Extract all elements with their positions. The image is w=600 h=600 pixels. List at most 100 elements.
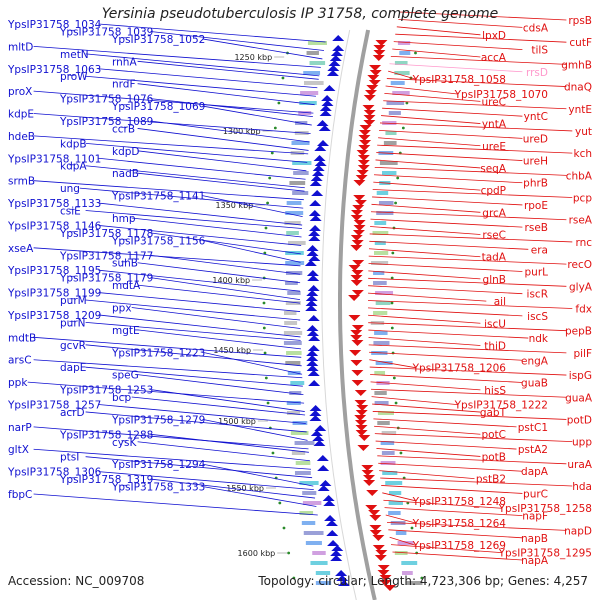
gene-connector-forward	[137, 262, 301, 284]
track-dot	[401, 126, 405, 130]
gene-connector-reverse	[389, 63, 523, 73]
gene-connector-forward	[27, 381, 305, 404]
forward-gene-mark	[331, 545, 344, 551]
forward-gene-mark	[305, 300, 318, 306]
track-dot	[264, 376, 268, 380]
forward-gene-mark	[330, 50, 343, 56]
forward-gene-mark	[307, 285, 320, 291]
gene-connector-forward	[85, 344, 302, 367]
gene-label-reverse: ureE	[482, 141, 506, 153]
gene-connector-forward	[137, 83, 315, 106]
gene-connector-reverse	[372, 189, 573, 198]
gene-label-forward: YpsIP31758_1253	[59, 385, 153, 397]
gene-label-forward: hdeB	[8, 131, 35, 143]
reverse-gene-mark	[355, 425, 368, 431]
scale-label: 1250 kbp	[234, 53, 272, 62]
reverse-gene-mark	[373, 50, 386, 56]
gene-connector-forward	[33, 90, 314, 114]
reverse-gene-mark	[356, 170, 369, 176]
gc-skew-block	[285, 281, 298, 285]
gene-label-reverse: recO	[567, 259, 592, 271]
forward-gene-mark	[323, 500, 336, 506]
gene-label-reverse: purC	[523, 488, 548, 500]
forward-gene-mark	[316, 120, 329, 126]
reverse-gene-mark	[358, 135, 371, 141]
track-dot	[390, 326, 394, 330]
track-dot	[282, 526, 286, 530]
gene-label-reverse: dnaQ	[564, 82, 592, 94]
gene-connector-forward	[98, 404, 306, 424]
gene-connector-forward	[202, 486, 317, 507]
gene-label-reverse: phrB	[523, 178, 548, 190]
gene-label-forward: ccrB	[112, 123, 135, 135]
forward-gene-mark	[321, 100, 334, 106]
gene-connector-reverse	[368, 307, 523, 317]
gene-connector-forward	[137, 150, 307, 172]
gene-label-forward: YpsIP31758_1039	[59, 26, 153, 38]
gene-connector-forward	[202, 351, 303, 375]
track-dot	[263, 351, 267, 355]
forward-gene-mark	[316, 455, 329, 461]
gene-connector-reverse	[385, 514, 416, 524]
gc-content-block	[378, 201, 394, 205]
track-dot	[420, 576, 424, 580]
gene-connector-reverse	[369, 366, 567, 376]
gene-connector-forward	[150, 433, 309, 453]
gene-connector-reverse	[385, 85, 458, 95]
forward-gene-mark	[309, 215, 322, 221]
gene-connector-reverse	[388, 70, 416, 80]
gc-skew-block	[291, 451, 306, 455]
gene-label-reverse: rnc	[575, 237, 592, 249]
forward-gene-mark	[307, 370, 320, 376]
gene-connector-reverse	[391, 544, 502, 554]
gene-connector-reverse	[369, 359, 416, 369]
gene-connector-reverse	[374, 166, 567, 176]
gc-skew-block	[302, 501, 322, 505]
gene-label-forward: YpsIP31758_1223	[111, 347, 205, 359]
gene-label-reverse: gmhB	[561, 59, 592, 71]
accession-label: Accession: NC_009708	[8, 574, 145, 588]
gene-connector-reverse	[368, 314, 481, 324]
gene-connector-forward	[98, 23, 326, 43]
gene-label-forward: YpsIP31758_1279	[111, 414, 205, 426]
gene-label-forward: narP	[8, 422, 32, 434]
forward-gene-mark	[335, 570, 348, 576]
reverse-gene-mark	[354, 400, 367, 406]
track-dot	[262, 326, 266, 330]
reverse-gene-mark	[356, 405, 369, 411]
gene-connector-forward	[150, 478, 316, 499]
forward-gene-mark	[306, 365, 319, 371]
genome-title: Yersinia pseudotuberculosis IP 31758, co…	[101, 6, 499, 22]
gc-content-block	[382, 171, 397, 175]
gc-content-block	[397, 541, 414, 545]
gene-connector-forward	[98, 292, 301, 312]
track-dot	[268, 176, 272, 180]
track-dot	[394, 201, 397, 205]
gc-skew-block	[285, 301, 301, 305]
track-dot	[270, 151, 274, 155]
gene-connector-forward	[85, 411, 307, 433]
gc-content-block	[394, 71, 410, 75]
gene-label-forward: suhB	[112, 258, 138, 270]
forward-gene-mark	[322, 495, 335, 501]
gene-label-forward: YpsIP31758_1209	[7, 310, 101, 322]
gc-content-block	[385, 131, 397, 135]
track-dot	[394, 401, 398, 405]
gene-connector-reverse	[368, 285, 523, 295]
scale-label: 1300 kbp	[223, 127, 261, 136]
forward-gene-mark	[309, 180, 322, 186]
gene-connector-reverse	[382, 492, 416, 502]
forward-gene-mark	[328, 60, 341, 66]
gene-connector-forward	[85, 322, 301, 341]
reverse-gene-mark	[351, 370, 364, 376]
gc-skew-block	[283, 341, 302, 345]
gc-content-block	[375, 301, 391, 305]
gene-label-reverse: pstB2	[476, 474, 506, 486]
reverse-gene-mark	[358, 435, 371, 441]
gene-connector-reverse	[384, 507, 523, 517]
gc-skew-block	[315, 581, 332, 585]
gene-connector-reverse	[370, 226, 481, 235]
gene-connector-forward	[98, 202, 303, 226]
gc-skew-block	[289, 181, 306, 185]
reverse-gene-mark	[350, 245, 363, 251]
